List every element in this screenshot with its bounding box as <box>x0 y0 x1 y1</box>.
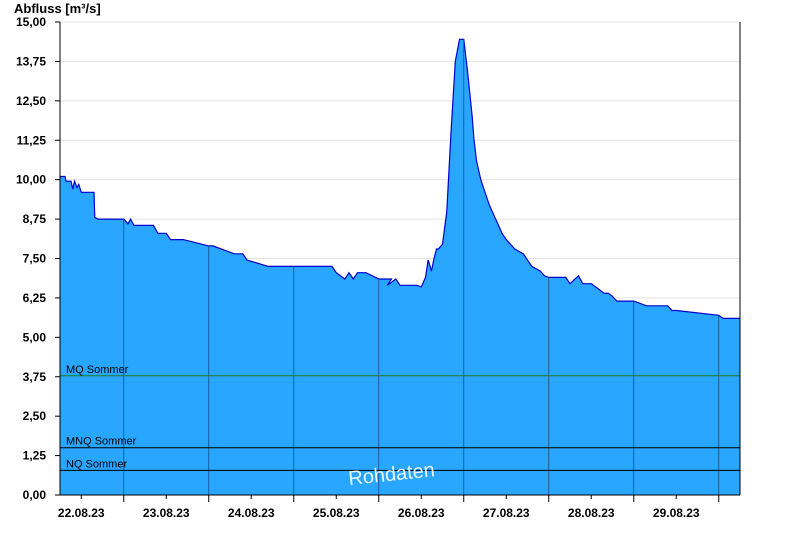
y-axis-ticks: 0,00 1,25 2,50 3,75 5,00 6,25 7,50 8,75 10,00 11,… <box>16 15 60 502</box>
y-tick-label: 6,25 <box>23 291 47 305</box>
discharge-line <box>60 38 740 319</box>
x-tick-label: 25.08.23 <box>313 506 360 520</box>
y-tick-label: 10,00 <box>16 173 46 187</box>
reference-line-label: MQ Sommer <box>66 364 129 376</box>
x-tick-label: 24.08.23 <box>228 506 275 520</box>
y-tick-label: 15,00 <box>16 15 46 29</box>
x-tick-label: 29.08.23 <box>653 506 700 520</box>
y-tick-label: 11,25 <box>17 133 47 147</box>
x-tick-label: 27.08.23 <box>483 506 530 520</box>
reference-lines: MQ Sommer MNQ Sommer NQ Sommer <box>60 364 740 471</box>
y-tick-label: 5,00 <box>23 330 47 344</box>
reference-line-label: NQ Sommer <box>66 458 127 470</box>
x-tick-label: 22.08.23 <box>58 506 105 520</box>
x-axis-ticks: 22.08.23 23.08.23 24.08.23 25.08.23 26.08.23… <box>58 495 720 520</box>
y-tick-label: 13,75 <box>16 54 46 68</box>
x-tick-label: 23.08.23 <box>143 506 190 520</box>
day-separators <box>123 39 720 495</box>
x-tick-label: 26.08.23 <box>398 506 445 520</box>
y-tick-label: 12,50 <box>16 94 46 108</box>
y-tick-label: 0,00 <box>23 488 47 502</box>
y-tick-label: 2,50 <box>23 409 47 423</box>
x-tick-label: 28.08.23 <box>568 506 615 520</box>
y-tick-label: 8,75 <box>23 212 47 226</box>
reference-line-label: MNQ Sommer <box>66 436 137 448</box>
y-tick-label: 3,75 <box>23 370 47 384</box>
y-tick-label: 1,25 <box>23 449 47 463</box>
discharge-area <box>60 39 740 496</box>
y-axis-title: Abfluss [m³/s] <box>14 1 101 16</box>
y-tick-label: 7,50 <box>23 252 47 266</box>
